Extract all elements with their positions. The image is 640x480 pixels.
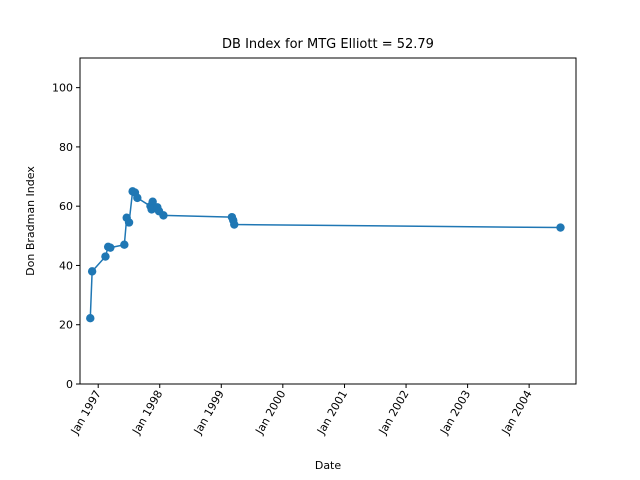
data-point bbox=[148, 197, 157, 206]
x-tick-label: Jan 1999 bbox=[191, 388, 227, 437]
data-point bbox=[101, 252, 110, 261]
x-tick-label: Jan 2003 bbox=[437, 388, 473, 437]
x-tick-label: Jan 1998 bbox=[129, 388, 165, 437]
data-point bbox=[120, 240, 129, 249]
y-axis-ticks: 0 20 40 60 80 100 bbox=[52, 82, 80, 391]
y-tick-label: 0 bbox=[66, 378, 73, 391]
data-point bbox=[87, 267, 97, 276]
x-tick-label: Jan 2001 bbox=[314, 388, 350, 437]
y-tick-label: 20 bbox=[59, 319, 73, 332]
data-point bbox=[230, 220, 239, 229]
x-tick-label: Jan 2004 bbox=[499, 388, 535, 437]
data-point bbox=[133, 193, 142, 203]
data-point bbox=[159, 211, 168, 220]
y-tick-label: 100 bbox=[52, 82, 73, 95]
x-axis-label: Date bbox=[315, 459, 342, 472]
data-point bbox=[86, 314, 95, 323]
plot-series bbox=[86, 187, 565, 323]
y-tick-label: 40 bbox=[59, 259, 73, 272]
data-point bbox=[556, 223, 565, 232]
y-tick-label: 80 bbox=[59, 141, 73, 154]
chart-title: DB Index for MTG Elliott = 52.79 bbox=[222, 37, 434, 52]
x-tick-label: Jan 2000 bbox=[252, 388, 288, 437]
plot-frame bbox=[79, 57, 577, 385]
x-axis-ticks: Jan 1997 Jan 1998 Jan 1999 Jan 2000 Jan 2001… bbox=[68, 384, 535, 437]
x-tick-label: Jan 1997 bbox=[68, 388, 104, 437]
data-point bbox=[124, 218, 134, 227]
data-point bbox=[106, 243, 115, 252]
y-tick-label: 60 bbox=[59, 200, 73, 213]
x-tick-label: Jan 2002 bbox=[376, 388, 412, 437]
y-axis-label: Don Bradman Index bbox=[24, 166, 37, 276]
